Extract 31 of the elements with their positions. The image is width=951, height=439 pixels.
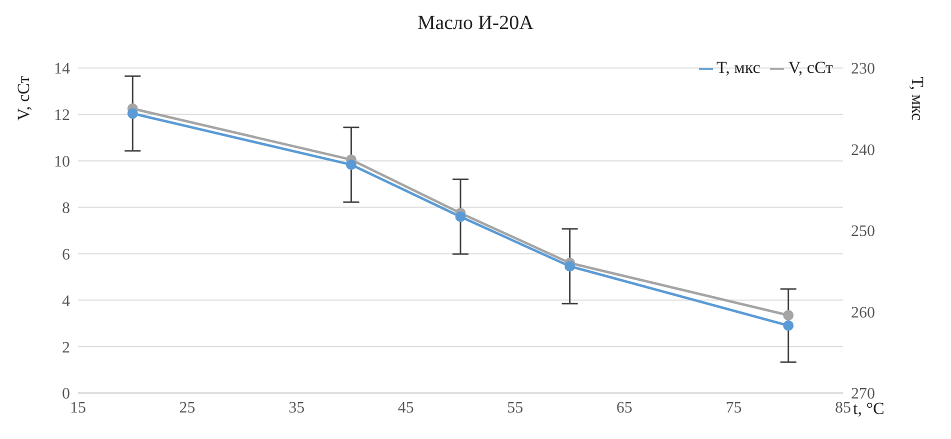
x-tick-label: 15 xyxy=(70,399,86,416)
point xyxy=(346,159,356,170)
y-tick-label: 10 xyxy=(54,154,70,171)
y-axis-title: V, сСт xyxy=(14,75,34,120)
y2-tick-label: 240 xyxy=(851,142,875,159)
y-tick-label: 12 xyxy=(54,107,70,124)
y-tick-label: 14 xyxy=(54,60,70,78)
x-tick-label: 35 xyxy=(288,399,305,416)
point xyxy=(127,108,138,119)
point xyxy=(455,211,466,222)
y-tick-label: 2 xyxy=(62,339,70,356)
x-tick-label: 55 xyxy=(507,399,524,416)
x-tick-label: 85 xyxy=(835,399,851,416)
chart-title: Масло И-20А xyxy=(416,11,535,36)
x-tick-label: 75 xyxy=(726,399,742,416)
legend-label: V, сСт xyxy=(788,58,833,77)
y2-tick-label: 250 xyxy=(851,223,875,240)
point xyxy=(783,320,794,331)
x-tick-label: 25 xyxy=(179,399,196,416)
point xyxy=(783,310,794,320)
y-tick-label: 4 xyxy=(62,292,70,310)
y2-tick-label: 230 xyxy=(851,60,875,78)
y2-axis-title: T, мкс xyxy=(908,76,927,121)
y2-tick-label: 260 xyxy=(851,304,875,322)
point xyxy=(564,261,576,272)
x-tick-label: 65 xyxy=(616,399,632,416)
y-tick-label: 0 xyxy=(62,386,70,403)
y-tick-label: 8 xyxy=(62,200,70,217)
y-tick-label: 6 xyxy=(62,246,70,264)
legend-label: T, мкс xyxy=(716,58,760,77)
x-tick-label: 45 xyxy=(398,399,414,416)
